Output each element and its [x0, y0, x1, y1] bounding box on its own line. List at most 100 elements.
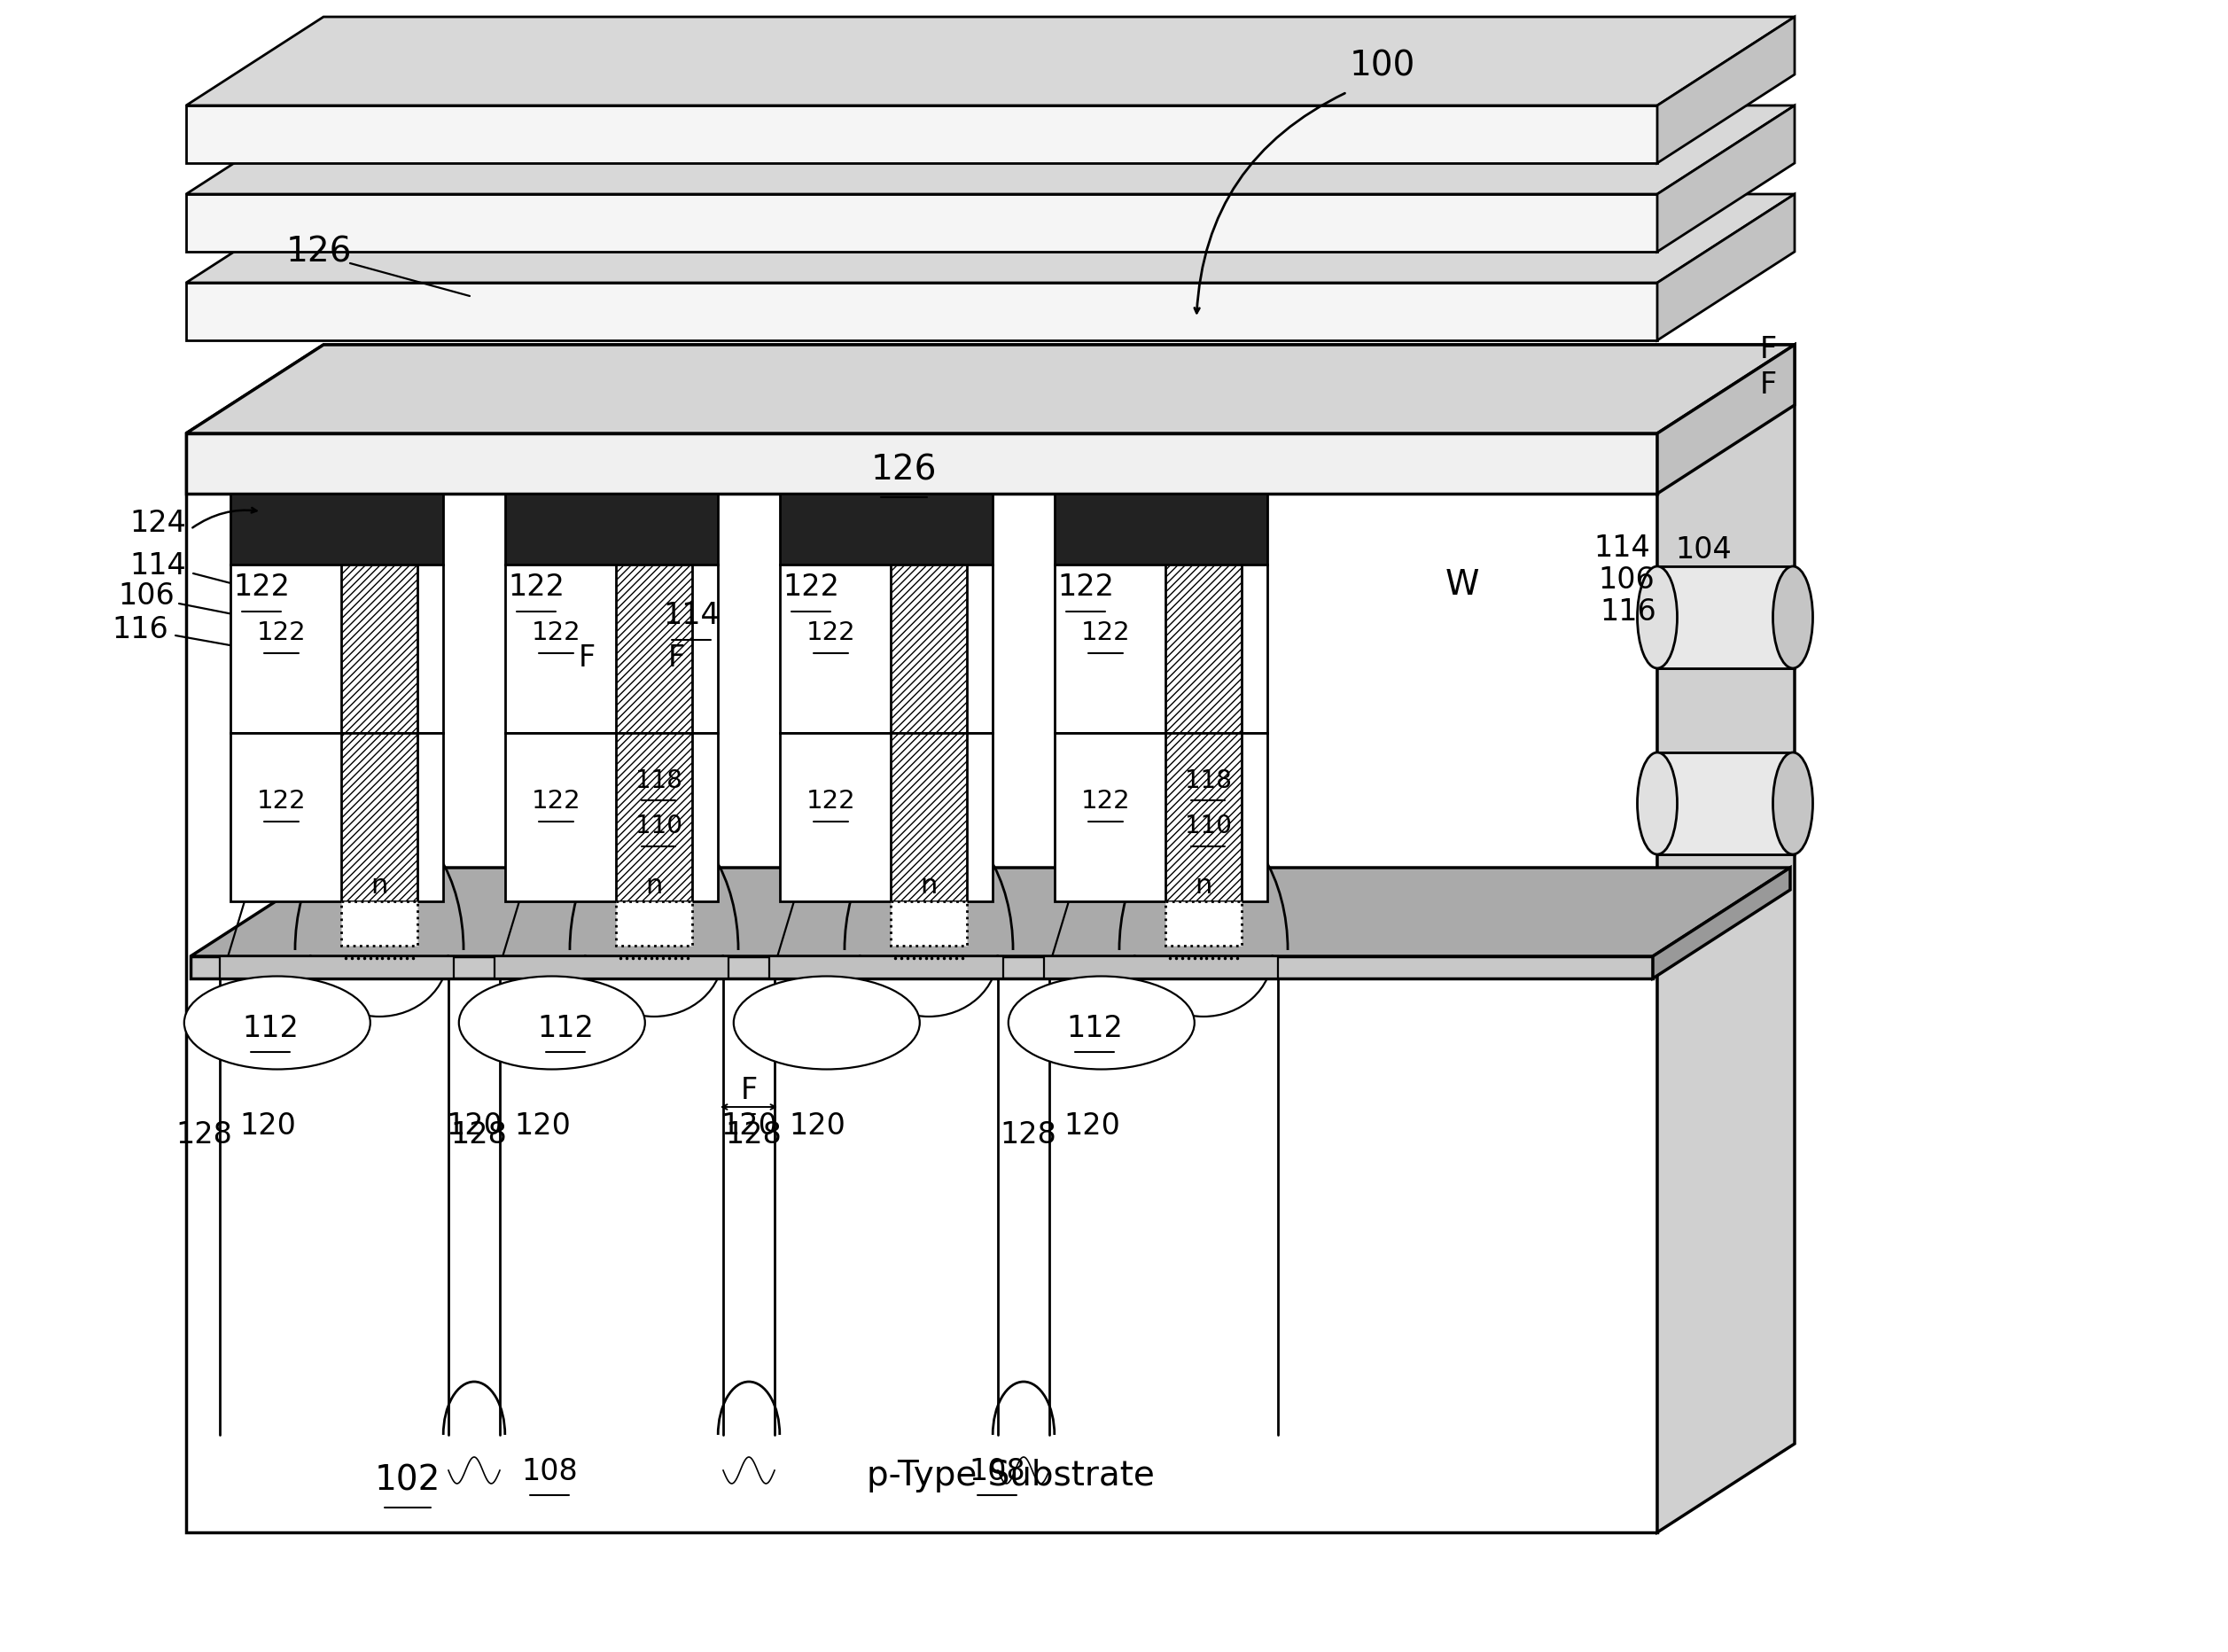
Polygon shape — [780, 733, 994, 902]
Polygon shape — [187, 434, 1658, 494]
Polygon shape — [229, 494, 443, 565]
Polygon shape — [1165, 565, 1241, 733]
Polygon shape — [1658, 567, 1794, 669]
Text: 118: 118 — [635, 768, 682, 793]
Ellipse shape — [733, 976, 920, 1069]
Text: 102: 102 — [374, 1462, 441, 1497]
Text: 114: 114 — [129, 550, 185, 580]
Polygon shape — [187, 284, 1658, 340]
Text: 104: 104 — [1675, 535, 1731, 563]
Text: n: n — [920, 872, 938, 899]
Text: F: F — [740, 1075, 758, 1104]
Polygon shape — [1045, 957, 1279, 978]
Text: F: F — [579, 643, 595, 672]
Polygon shape — [187, 195, 1658, 253]
Ellipse shape — [1773, 567, 1814, 669]
Polygon shape — [506, 494, 717, 565]
Text: 114: 114 — [664, 601, 720, 631]
Polygon shape — [891, 902, 967, 947]
Text: 122: 122 — [1081, 788, 1130, 813]
Polygon shape — [1658, 106, 1794, 253]
Text: 120: 120 — [238, 1110, 296, 1140]
Polygon shape — [1054, 733, 1268, 902]
Ellipse shape — [1773, 753, 1814, 854]
Polygon shape — [187, 345, 1794, 434]
Text: 108: 108 — [521, 1455, 577, 1485]
Text: 106: 106 — [118, 580, 174, 610]
Polygon shape — [192, 867, 1791, 957]
Polygon shape — [192, 957, 1653, 978]
Text: 120: 120 — [720, 1110, 778, 1140]
Text: 122: 122 — [1081, 620, 1130, 644]
Text: 100: 100 — [1350, 50, 1415, 83]
Text: 108: 108 — [969, 1455, 1025, 1485]
Ellipse shape — [1638, 567, 1678, 669]
Text: 128: 128 — [1000, 1118, 1056, 1148]
Polygon shape — [780, 565, 994, 733]
Text: 110: 110 — [635, 813, 682, 839]
Polygon shape — [341, 565, 417, 733]
Polygon shape — [1658, 345, 1794, 494]
Polygon shape — [615, 733, 693, 902]
Text: 122: 122 — [256, 788, 305, 813]
Text: n: n — [1194, 872, 1212, 899]
Polygon shape — [187, 345, 1794, 434]
Polygon shape — [1658, 18, 1794, 164]
Text: 118: 118 — [1185, 768, 1232, 793]
Text: p-Type Substrate: p-Type Substrate — [867, 1459, 1154, 1492]
Polygon shape — [229, 565, 443, 733]
Text: 114: 114 — [1593, 534, 1651, 562]
Polygon shape — [1653, 867, 1791, 978]
Text: 126: 126 — [871, 453, 938, 486]
Polygon shape — [221, 957, 455, 978]
Text: 120: 120 — [789, 1110, 844, 1140]
Text: 112: 112 — [243, 1013, 299, 1042]
Text: 106: 106 — [1597, 565, 1655, 595]
Polygon shape — [1658, 345, 1794, 1533]
Polygon shape — [780, 494, 994, 565]
Polygon shape — [341, 733, 417, 902]
Polygon shape — [187, 195, 1794, 284]
Polygon shape — [615, 902, 693, 947]
Text: 122: 122 — [807, 620, 856, 644]
Text: W: W — [1446, 568, 1479, 601]
Text: 120: 120 — [446, 1110, 504, 1140]
Text: n: n — [370, 872, 388, 899]
Text: 128: 128 — [450, 1118, 506, 1148]
Ellipse shape — [459, 976, 644, 1069]
Text: F: F — [1760, 335, 1776, 365]
Text: 122: 122 — [782, 573, 840, 601]
Polygon shape — [1658, 195, 1794, 340]
Text: F: F — [668, 643, 686, 672]
Polygon shape — [506, 733, 717, 902]
Text: n: n — [646, 872, 662, 899]
Polygon shape — [229, 733, 443, 902]
Text: 110: 110 — [1185, 813, 1232, 839]
Text: 128: 128 — [176, 1118, 232, 1148]
Text: 128: 128 — [724, 1118, 782, 1148]
Polygon shape — [1165, 733, 1241, 902]
Text: 124: 124 — [129, 509, 187, 537]
Text: 122: 122 — [256, 620, 305, 644]
Polygon shape — [495, 957, 729, 978]
Text: 112: 112 — [537, 1013, 593, 1042]
Polygon shape — [506, 565, 717, 733]
Ellipse shape — [1638, 753, 1678, 854]
Text: 122: 122 — [532, 788, 582, 813]
Text: 116: 116 — [111, 615, 169, 644]
Polygon shape — [1054, 494, 1268, 565]
Polygon shape — [615, 565, 693, 733]
Polygon shape — [187, 106, 1658, 164]
Text: 122: 122 — [1058, 573, 1114, 601]
Ellipse shape — [185, 976, 370, 1069]
Polygon shape — [187, 434, 1658, 1533]
Polygon shape — [769, 957, 1003, 978]
Text: 122: 122 — [234, 573, 290, 601]
Polygon shape — [1658, 753, 1794, 854]
Polygon shape — [187, 106, 1794, 195]
Text: 122: 122 — [532, 620, 582, 644]
Text: 120: 120 — [1063, 1110, 1121, 1140]
Polygon shape — [891, 565, 967, 733]
Polygon shape — [1165, 902, 1241, 947]
Text: 116: 116 — [1600, 596, 1655, 626]
